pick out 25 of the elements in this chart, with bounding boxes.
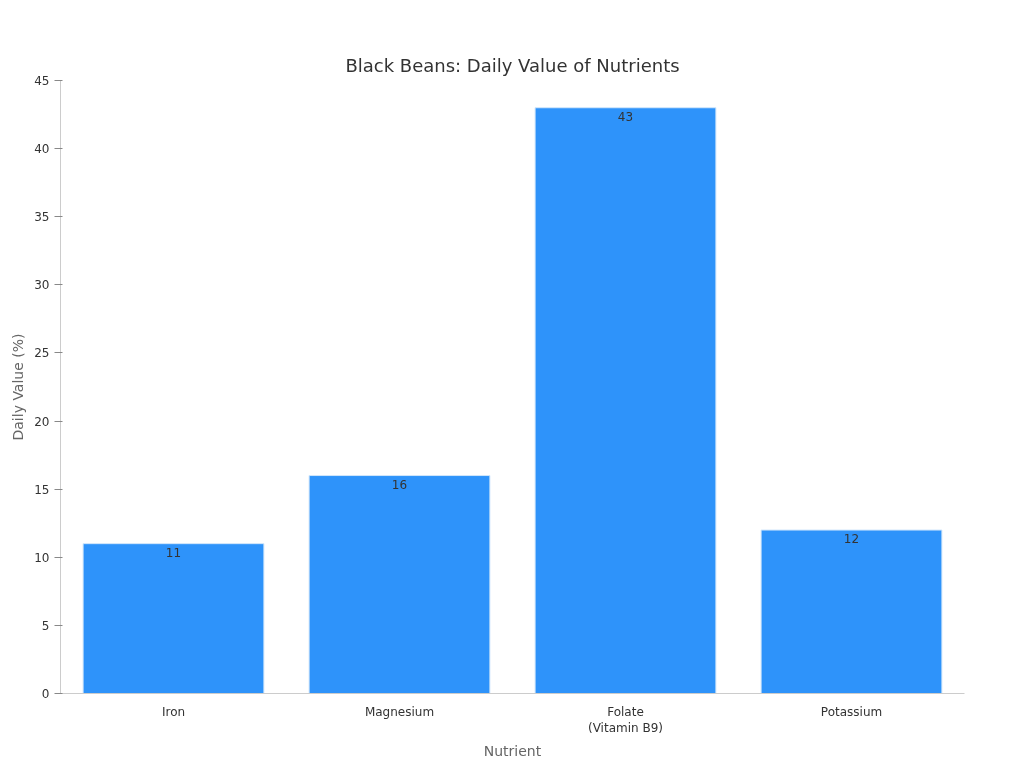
bar: [308, 475, 491, 694]
y-tick-label: 20: [34, 414, 50, 429]
data-label: 11: [165, 545, 182, 560]
y-tick-label: 25: [34, 346, 50, 361]
x-axis-title: Nutrient: [483, 743, 542, 760]
y-tick-label: 0: [41, 687, 50, 701]
bar: [534, 107, 717, 694]
y-tick-label: 10: [34, 550, 50, 565]
x-tick-label: Potassium: [820, 704, 883, 719]
y-tick-label: 45: [34, 74, 50, 88]
y-tick-label: 40: [34, 142, 50, 157]
data-label: 12: [843, 532, 860, 547]
bar: [760, 529, 943, 694]
x-tick-label: Iron: [161, 704, 186, 719]
y-axis-title: Daily Value (%): [10, 333, 27, 441]
y-tick-label: 35: [34, 210, 50, 225]
chart-title: Black Beans: Daily Value of Nutrients: [345, 54, 680, 76]
y-tick-label: 15: [34, 482, 50, 497]
data-label: 16: [391, 477, 408, 492]
data-label: 43: [617, 109, 634, 124]
y-tick-label: 5: [41, 618, 50, 633]
y-tick-label: 30: [34, 278, 50, 293]
x-tick-label: Folate (Vitamin B9): [587, 704, 664, 736]
x-tick-label: Magnesium: [364, 704, 435, 719]
bar: [82, 543, 265, 694]
